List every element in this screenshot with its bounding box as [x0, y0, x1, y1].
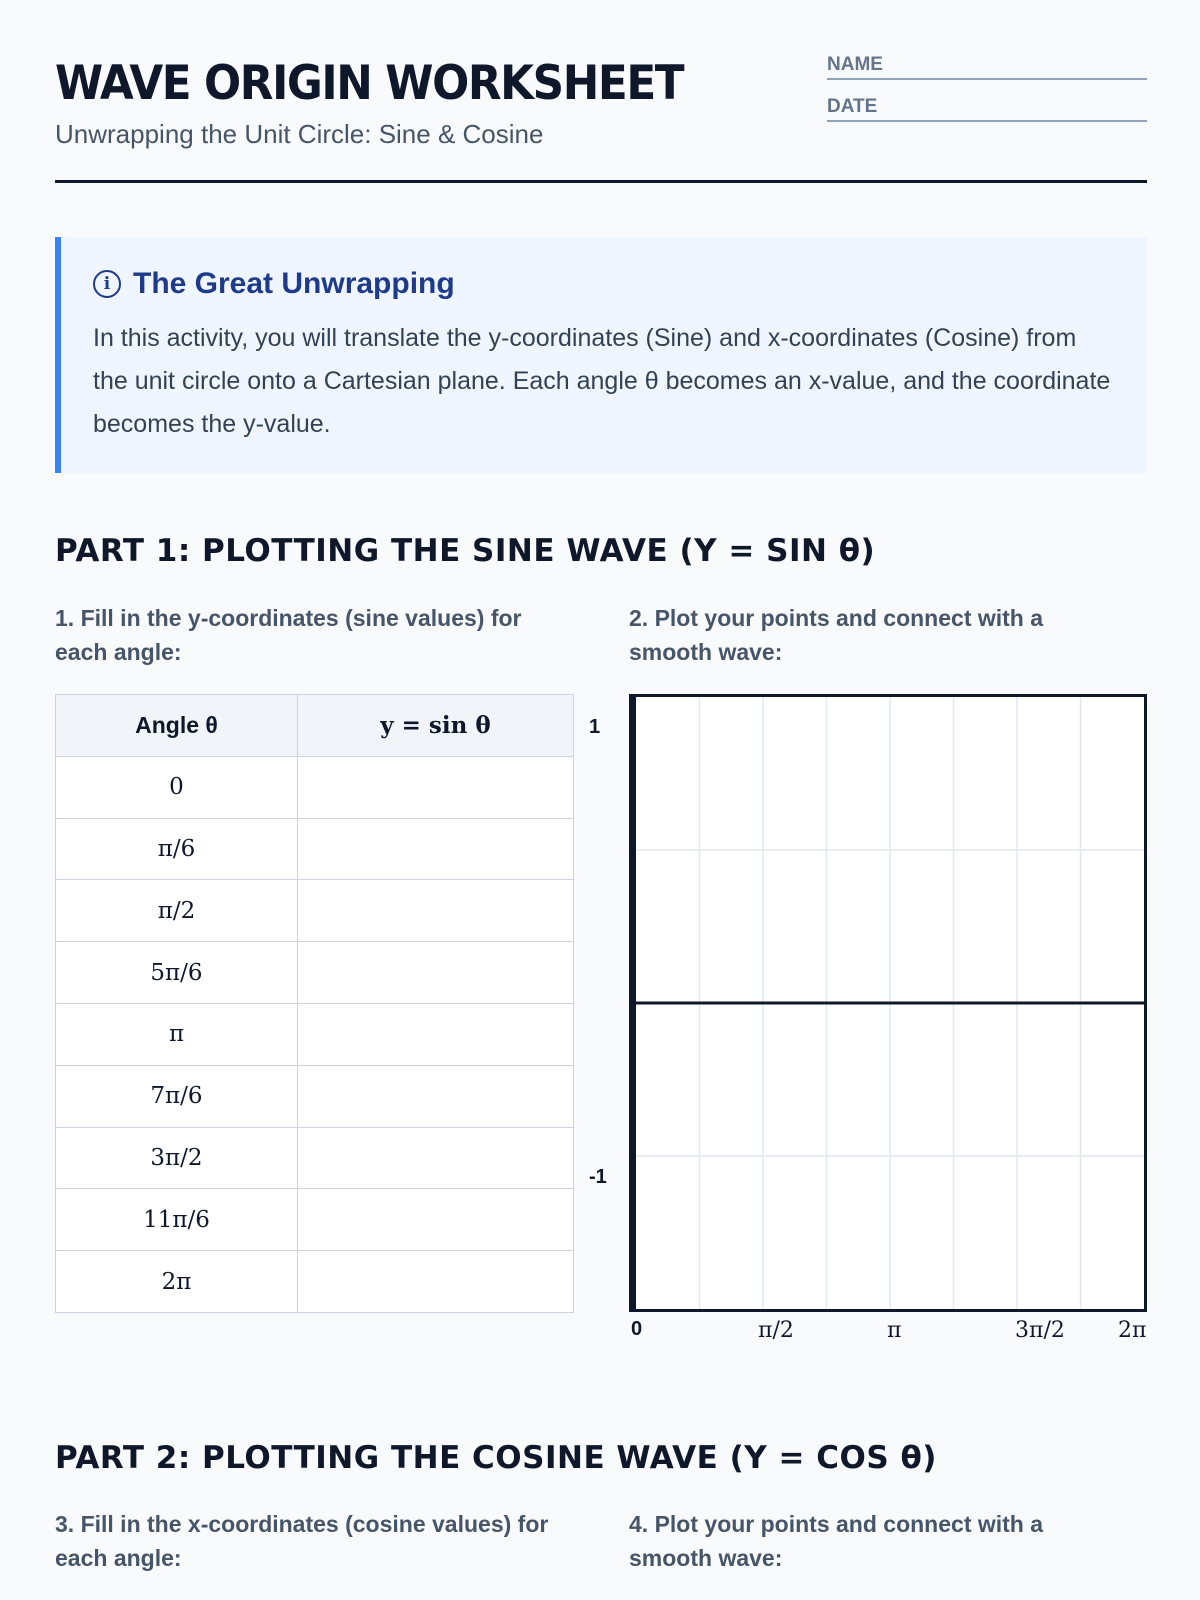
table-row: 5π/6: [55, 941, 574, 1004]
sine-header: y = sin θ: [297, 694, 574, 757]
part2-graph-instruction: 4. Plot your points and connect with a s…: [629, 1511, 1044, 1571]
x-label-3pi-half: 3π/2: [1015, 1318, 1065, 1343]
angle-cell: 0: [55, 755, 298, 819]
part1-heading: PART 1: PLOTTING THE SINE WAVE (Y = SIN …: [55, 533, 876, 569]
angle-cell: 5π/6: [55, 941, 298, 1004]
x-label-2pi: 2π: [1118, 1318, 1147, 1343]
table-row: 3π/2: [55, 1126, 574, 1190]
info-body: In this activity, you will translate the…: [93, 324, 1111, 438]
sine-input-cell[interactable]: [297, 1250, 574, 1313]
x-label-pi-half: π/2: [758, 1318, 794, 1343]
sine-input-cell[interactable]: [297, 1064, 574, 1128]
table-row: 2π: [55, 1250, 574, 1313]
table-row: π/2: [55, 879, 574, 943]
sine-input-cell[interactable]: [297, 879, 574, 943]
table-row: 7π/6: [55, 1064, 574, 1128]
sine-graph-grid[interactable]: [629, 694, 1147, 1312]
worksheet-title: WAVE ORIGIN WORKSHEET: [55, 56, 685, 111]
part1-graph-instruction: 2. Plot your points and connect with a s…: [629, 605, 1044, 665]
y-label-min: -1: [589, 1166, 607, 1188]
table-row: 0: [55, 755, 574, 819]
info-callout: i The Great Unwrapping In this activity,…: [55, 237, 1147, 473]
sine-input-cell[interactable]: [297, 941, 574, 1004]
angle-cell: π/6: [55, 817, 298, 881]
info-icon: i: [93, 270, 121, 298]
angle-cell: π/2: [55, 879, 298, 943]
part2-table-instruction: 3. Fill in the x-coordinates (cosine val…: [55, 1511, 549, 1571]
sine-input-cell[interactable]: [297, 755, 574, 819]
sine-input-cell[interactable]: [297, 1126, 574, 1190]
angle-cell: 11π/6: [55, 1188, 298, 1252]
info-heading: i The Great Unwrapping: [93, 267, 455, 301]
header-divider: [55, 180, 1147, 183]
table-row: π/6: [55, 817, 574, 881]
x-label-pi: π: [887, 1318, 902, 1343]
angle-cell: 3π/2: [55, 1126, 298, 1190]
x-label-0: 0: [631, 1318, 643, 1340]
angle-header: Angle θ: [55, 694, 298, 757]
sine-input-cell[interactable]: [297, 1188, 574, 1252]
worksheet-subtitle: Unwrapping the Unit Circle: Sine & Cosin…: [55, 119, 544, 149]
angle-cell: π: [55, 1002, 298, 1066]
sine-input-cell[interactable]: [297, 1002, 574, 1066]
sine-input-cell[interactable]: [297, 817, 574, 881]
date-field[interactable]: DATE: [827, 96, 1147, 122]
table-row: π: [55, 1002, 574, 1066]
angle-cell: 2π: [55, 1250, 298, 1313]
table-row: 11π/6: [55, 1188, 574, 1252]
info-title: The Great Unwrapping: [133, 267, 455, 300]
part1-table-instruction: 1. Fill in the y-coordinates (sine value…: [55, 605, 522, 665]
name-field[interactable]: NAME: [827, 54, 1147, 80]
angle-cell: 7π/6: [55, 1064, 298, 1128]
part2-heading: PART 2: PLOTTING THE COSINE WAVE (Y = CO…: [55, 1440, 937, 1476]
y-label-max: 1: [589, 716, 601, 738]
sine-table: Angle θ y = sin θ 0 π/6 π/2 5π/6 π 7π/6 3π/2 11…: [55, 694, 574, 1313]
